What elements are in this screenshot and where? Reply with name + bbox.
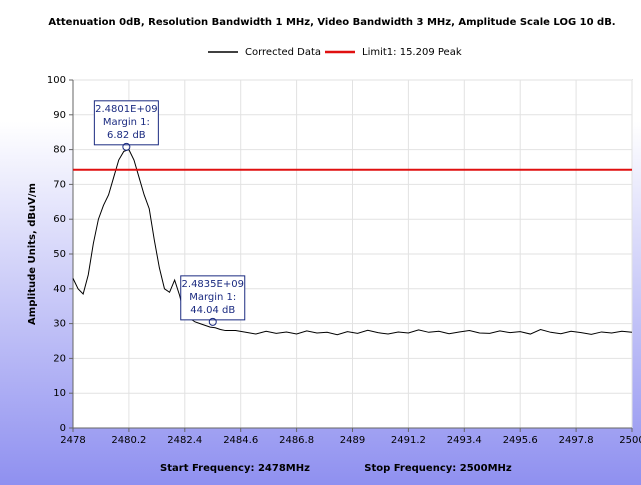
legend-label: Limit1: 15.209 Peak: [362, 47, 462, 58]
x-tick-label: 2480.2: [111, 435, 146, 446]
x-tick-label: 2500: [619, 435, 641, 446]
y-tick-label: 30: [53, 319, 66, 330]
y-axis-title: Amplitude Units, dBuV/m: [27, 183, 38, 325]
y-tick-label: 60: [53, 214, 66, 225]
y-tick-label: 40: [53, 284, 66, 295]
x-tick-label: 2478: [60, 435, 85, 446]
x-tick-label: 2495.6: [503, 435, 538, 446]
annotation-marker: [122, 142, 131, 151]
x-tick-label: 2491.2: [391, 435, 426, 446]
y-tick-label: 50: [53, 249, 66, 260]
x-tick-label: 2497.8: [559, 435, 594, 446]
y-tick-label: 0: [60, 423, 66, 434]
legend-label: Corrected Data: [245, 47, 321, 58]
annotation-marker: [208, 317, 217, 326]
x-tick-label: 2493.4: [447, 435, 482, 446]
x-tick-label: 2486.8: [279, 435, 314, 446]
x-tick-label: 2482.4: [167, 435, 202, 446]
annotation-text: 6.82 dB: [107, 130, 146, 141]
annotation-text: 2.4835E+09: [182, 279, 244, 290]
y-tick-label: 90: [53, 110, 66, 121]
annotation-text: Margin 1:: [189, 292, 236, 303]
annotation-text: Margin 1:: [103, 117, 150, 128]
y-tick-label: 80: [53, 145, 66, 156]
annotation-text: 2.4801E+09: [95, 104, 157, 115]
annotation-text: 44.04 dB: [190, 305, 235, 316]
y-tick-label: 70: [53, 179, 66, 190]
annotation-box: [93, 100, 159, 146]
y-tick-label: 10: [53, 388, 66, 399]
x-tick-label: 2489: [340, 435, 365, 446]
y-tick-label: 100: [47, 75, 66, 86]
chart-title: Attenuation 0dB, Resolution Bandwidth 1 …: [48, 17, 615, 28]
annotation-box: [180, 275, 246, 321]
x-label-start: Start Frequency: 2478MHz: [160, 463, 310, 474]
x-tick-label: 2484.6: [223, 435, 258, 446]
series-line: [72, 148, 633, 336]
y-tick-label: 20: [53, 353, 66, 364]
x-label-stop: Stop Frequency: 2500MHz: [364, 463, 512, 474]
